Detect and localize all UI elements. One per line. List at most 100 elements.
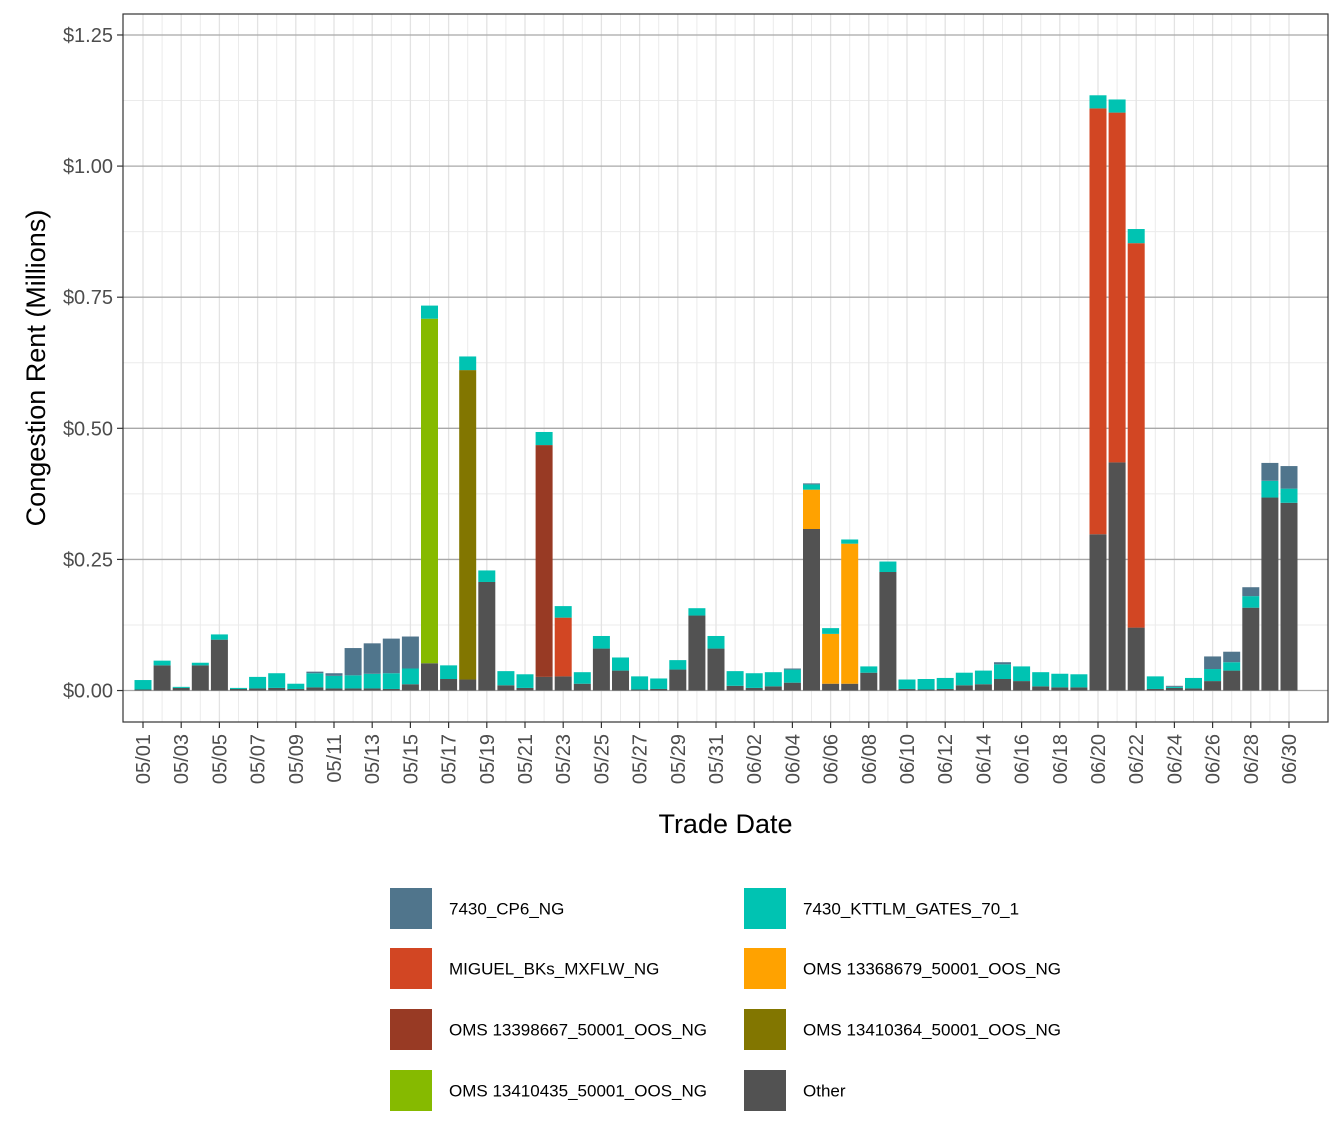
bar-segment-7430-cp6-ng-05-13 xyxy=(363,643,381,674)
bar-segment-other-06-27 xyxy=(1223,670,1241,691)
x-tick-label: 06/02 xyxy=(744,734,766,784)
bar-segment-7430-kttlm-gates-70-1-05-10 xyxy=(306,673,324,688)
y-tick-label: $1.00 xyxy=(63,156,113,178)
bar-segment-other-05-03 xyxy=(172,687,190,691)
x-axis-title: Trade Date xyxy=(658,809,792,839)
bar-segment-7430-kttlm-gates-70-1-06-14 xyxy=(974,670,992,685)
legend-label-oms-13410364-50001-oos-ng: OMS 13410364_50001_OOS_NG xyxy=(803,1021,1061,1040)
bar-segment-other-05-11 xyxy=(325,688,343,691)
bar-segment-7430-cp6-ng-05-14 xyxy=(382,638,400,674)
bar-segment-other-06-10 xyxy=(898,688,916,691)
bar-segment-7430-kttlm-gates-70-1-05-02 xyxy=(153,660,171,666)
bar-segment-other-06-13 xyxy=(955,685,973,691)
bar-segment-7430-kttlm-gates-70-1-06-27 xyxy=(1223,662,1241,671)
bar-segment-other-06-19 xyxy=(1070,687,1088,691)
bar-segment-oms-13410435-50001-oos-ng-05-16 xyxy=(421,318,438,664)
x-tick-label: 06/08 xyxy=(859,734,881,784)
bar-segment-7430-kttlm-gates-70-1-06-28 xyxy=(1242,596,1260,608)
bar-segment-7430-kttlm-gates-70-1-05-13 xyxy=(363,673,381,689)
x-tick-label: 06/06 xyxy=(821,734,843,784)
bar-segment-7430-kttlm-gates-70-1-06-25 xyxy=(1185,677,1202,689)
x-tick-label: 06/18 xyxy=(1050,734,1072,784)
bar-segment-other-05-13 xyxy=(363,688,381,691)
x-tick-label: 06/24 xyxy=(1164,734,1186,784)
bar-segment-other-06-03 xyxy=(764,686,782,691)
bar-segment-7430-kttlm-gates-70-1-05-28 xyxy=(650,678,668,689)
y-tick-label: $0.50 xyxy=(63,418,113,440)
x-tick-label: 06/30 xyxy=(1279,734,1301,784)
bar-segment-other-06-15 xyxy=(994,679,1011,691)
legend: 7430_CP6_NG 7430_KTTLM_GATES_70_1 MIGUEL_B… xyxy=(390,888,1061,1111)
bar-segment-7430-cp6-ng-05-12 xyxy=(344,648,362,676)
bar-segment-other-06-14 xyxy=(974,684,992,691)
bar-segment-other-05-21 xyxy=(516,687,534,691)
bar-segment-other-06-29 xyxy=(1261,497,1279,691)
y-axis: $0.00 $0.25 $0.50 $0.75 $1.00 $1.25 xyxy=(63,25,123,703)
bar-segment-other-06-04 xyxy=(783,682,801,691)
bar-segment-7430-kttlm-gates-70-1-06-02 xyxy=(745,673,763,688)
bar-segment-other-05-29 xyxy=(669,669,687,691)
bar-segment-7430-cp6-ng-06-15 xyxy=(994,662,1011,665)
bar-segment-7430-kttlm-gates-70-1-06-10 xyxy=(898,679,916,689)
bar-segment-7430-cp6-ng-06-26 xyxy=(1204,656,1222,670)
bar-segment-other-06-01 xyxy=(726,685,744,691)
bar-segment-7430-kttlm-gates-70-1-05-12 xyxy=(344,675,362,689)
x-tick-label: 05/07 xyxy=(248,734,270,784)
bar-segment-other-06-06 xyxy=(822,683,840,691)
bar-segment-7430-kttlm-gates-70-1-06-16 xyxy=(1013,666,1031,682)
bar-segment-other-05-17 xyxy=(440,679,458,691)
bar-segment-other-06-05 xyxy=(803,529,820,691)
bar-segment-7430-kttlm-gates-70-1-06-09 xyxy=(879,561,897,573)
legend-key-miguel-bks-mxflw-ng xyxy=(390,948,432,989)
bar-segment-7430-kttlm-gates-70-1-05-09 xyxy=(287,683,305,689)
bar-segment-other-06-16 xyxy=(1013,681,1031,691)
bar-segment-other-05-08 xyxy=(268,687,286,691)
bar-segment-7430-kttlm-gates-70-1-05-16 xyxy=(421,305,438,319)
bar-segment-7430-kttlm-gates-70-1-05-20 xyxy=(497,671,515,686)
bar-segment-other-05-28 xyxy=(650,688,668,691)
bar-segment-7430-kttlm-gates-70-1-05-05 xyxy=(210,634,228,640)
x-tick-label: 05/11 xyxy=(324,734,346,783)
bar-segment-7430-kttlm-gates-70-1-05-11 xyxy=(325,675,343,689)
bar-segment-7430-cp6-ng-05-11 xyxy=(325,673,343,676)
bar-segment-7430-kttlm-gates-70-1-06-20 xyxy=(1089,95,1107,109)
legend-key-oms-13398667-50001-oos-ng xyxy=(390,1009,432,1050)
legend-label-oms-13398667-50001-oos-ng: OMS 13398667_50001_OOS_NG xyxy=(449,1021,707,1040)
bar-segment-other-06-02 xyxy=(745,687,763,691)
bar-segment-7430-kttlm-gates-70-1-05-27 xyxy=(631,676,649,690)
bar-segment-other-05-30 xyxy=(688,615,706,691)
bar-segment-other-06-11 xyxy=(917,689,935,691)
bar-segment-7430-kttlm-gates-70-1-05-04 xyxy=(191,662,209,666)
bar-segment-other-05-14 xyxy=(382,688,400,691)
bar-segment-other-06-07 xyxy=(841,683,859,691)
bar-segment-other-05-20 xyxy=(497,685,515,691)
x-tick-label: 05/13 xyxy=(362,734,384,784)
bar-segment-7430-kttlm-gates-70-1-06-13 xyxy=(955,672,973,686)
y-tick-label: $1.25 xyxy=(63,25,113,47)
bar-segment-other-05-19 xyxy=(478,581,496,691)
y-axis-title: Congestion Rent (Millions) xyxy=(21,210,51,527)
bar-segment-7430-kttlm-gates-70-1-05-25 xyxy=(592,635,610,649)
legend-key-7430-cp6-ng xyxy=(390,888,432,929)
y-tick-label: $0.00 xyxy=(63,681,113,703)
bar-segment-other-05-15 xyxy=(401,684,419,691)
bar-segment-other-06-23 xyxy=(1146,688,1164,691)
legend-key-oms-13368679-50001-oos-ng xyxy=(744,948,786,989)
bar-segment-miguel-bks-mxflw-ng-06-20 xyxy=(1089,108,1107,535)
bar-segment-other-05-10 xyxy=(306,687,324,691)
y-tick-label: $0.75 xyxy=(63,287,113,309)
x-tick-label: 06/28 xyxy=(1241,734,1263,784)
bar-segment-other-06-25 xyxy=(1185,688,1202,691)
bar-segment-7430-kttlm-gates-70-1-06-15 xyxy=(994,664,1011,679)
bar-segment-7430-kttlm-gates-70-1-05-22 xyxy=(535,431,553,446)
bar-segment-7430-kttlm-gates-70-1-05-17 xyxy=(440,665,458,679)
bar-segment-7430-cp6-ng-06-04 xyxy=(783,668,801,670)
bar-segment-miguel-bks-mxflw-ng-05-23 xyxy=(554,617,572,677)
bar-segment-other-05-16 xyxy=(421,663,438,691)
legend-label-oms-13410435-50001-oos-ng: OMS 13410435_50001_OOS_NG xyxy=(449,1082,707,1101)
bar-segment-7430-kttlm-gates-70-1-05-26 xyxy=(612,657,629,671)
bar-segment-other-06-09 xyxy=(879,572,897,691)
bar-segment-7430-kttlm-gates-70-1-05-15 xyxy=(401,668,419,685)
bar-segment-miguel-bks-mxflw-ng-06-21 xyxy=(1108,112,1126,463)
x-tick-label: 05/31 xyxy=(706,734,728,784)
